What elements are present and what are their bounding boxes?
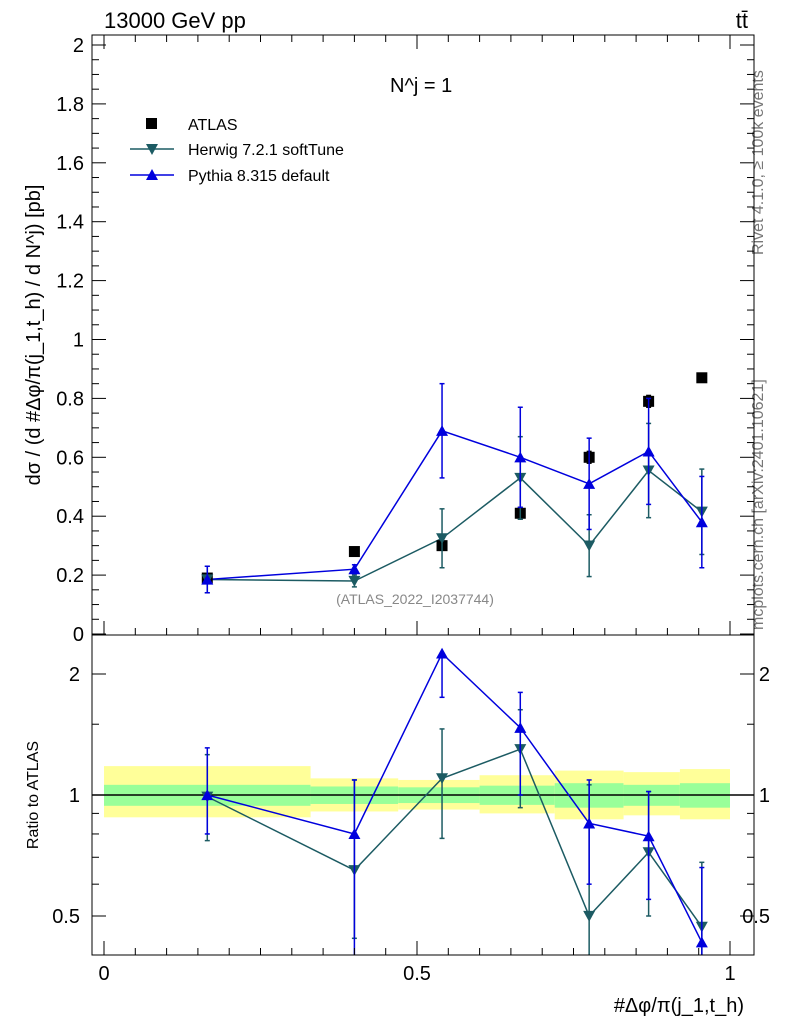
ratio-ytick-label: 1: [69, 785, 80, 807]
pythia-ratio-point: [642, 830, 655, 842]
herwig-ratio-point: [583, 910, 596, 922]
mcplots-label: mcplots.cern.ch [arXiv:2401.10621]: [750, 379, 767, 630]
y-axis-title-main: dσ / (d #Δφ/π(j_1,t_h) / d N^j) [pb]: [23, 185, 45, 486]
main-ytick-label: 0: [73, 624, 84, 646]
pythia-point: [348, 563, 361, 575]
legend-marker-pythia: [146, 169, 158, 180]
ratio-xtick-label: 0.5: [403, 963, 431, 985]
main-ytick-label: 1.6: [56, 153, 84, 175]
pythia-ratio-point: [436, 647, 449, 659]
main-ytick-label: 0.8: [56, 388, 84, 410]
ratio-ytick-label: 0.5: [52, 906, 80, 928]
pythia-point: [695, 516, 708, 528]
legend-label-herwig: Herwig 7.2.1 softTune: [188, 142, 344, 159]
pythia-point: [642, 445, 655, 457]
main-ytick-label: 0.2: [56, 565, 84, 587]
herwig-line: [207, 469, 703, 582]
header-final-state: tt̄: [736, 8, 748, 33]
ratio-xtick-label: 1: [724, 963, 735, 985]
pythia-ratio-point: [583, 817, 596, 829]
herwig-point: [583, 540, 596, 552]
herwig-point: [348, 575, 361, 587]
ratio-ytick-label-right: 2: [759, 664, 770, 686]
legend-marker-herwig: [146, 144, 158, 155]
header-process: 13000 GeV pp: [104, 8, 246, 33]
pythia-point: [436, 425, 449, 436]
pythia-ratio-point: [695, 936, 708, 948]
pythia-ratio-point: [201, 789, 214, 801]
main-ytick-label: 1.2: [56, 271, 84, 293]
x-axis-title: #Δφ/π(j_1,t_h): [614, 995, 744, 1017]
pythia-ratio-point: [514, 722, 527, 733]
ratio-ytick-label-right: 0.5: [742, 906, 770, 928]
main-ytick-label: 1.4: [56, 212, 84, 234]
main-ytick-label: 1: [73, 330, 84, 352]
ratio-ytick-label: 2: [69, 664, 80, 686]
y-axis-title-ratio: Ratio to ATLAS: [25, 741, 42, 849]
pythia-point: [514, 451, 527, 463]
legend: ATLAS Herwig 7.2.1 softTune Pythia 8.315…: [130, 117, 344, 185]
legend-marker-atlas: [146, 118, 157, 129]
pythia-point: [583, 478, 596, 489]
herwig-ratio-point: [436, 773, 449, 785]
njets-annotation: N^j = 1: [390, 75, 452, 97]
herwig-point: [436, 533, 449, 544]
main-ytick-label: 0.6: [56, 447, 84, 469]
main-ytick-label: 2: [73, 35, 84, 57]
legend-label-atlas: ATLAS: [188, 117, 238, 134]
pythia-ratio-point: [348, 828, 361, 840]
atlas-point: [696, 372, 708, 384]
atlas-point: [348, 546, 360, 558]
pythia-line: [207, 429, 703, 581]
ratio-ytick-label-right: 1: [759, 785, 770, 807]
analysis-id: (ATLAS_2022_I2037744): [336, 591, 494, 607]
main-ytick-label: 1.8: [56, 94, 84, 116]
main-panel: 0 0.2 0.4 0.6 0.8 1 1.2 1.4 1.6 1.8 2: [56, 34, 755, 646]
ratio-xtick-label: 0: [98, 963, 109, 985]
ratio-panel: 0 0.5 1 0.5 0.5 1 1 2 2: [52, 634, 770, 985]
ratio-frame: [91, 634, 755, 956]
pythia-point: [201, 573, 214, 585]
legend-label-pythia: Pythia 8.315 default: [188, 168, 330, 185]
main-ytick-label: 0.4: [56, 506, 84, 528]
